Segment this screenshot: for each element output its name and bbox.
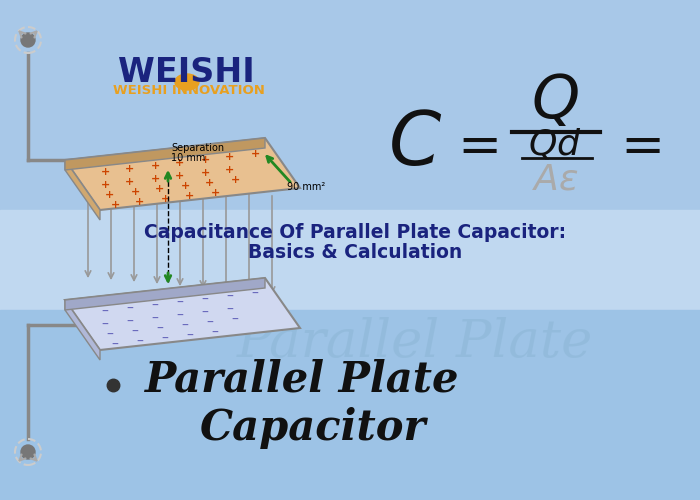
Text: –: – [157, 322, 163, 336]
Text: +: + [186, 191, 195, 201]
Polygon shape [65, 160, 100, 220]
Text: $A\epsilon$: $A\epsilon$ [531, 163, 578, 197]
Text: +: + [111, 200, 120, 210]
Text: +: + [155, 184, 164, 194]
Text: +: + [100, 180, 110, 190]
Text: +: + [225, 165, 234, 175]
Text: +: + [230, 175, 239, 185]
Text: +: + [176, 158, 185, 168]
Text: +: + [211, 188, 220, 198]
Text: 10 mm: 10 mm [171, 153, 205, 163]
Text: –: – [211, 326, 218, 340]
Text: –: – [106, 328, 113, 342]
Ellipse shape [175, 74, 199, 90]
Polygon shape [65, 278, 265, 310]
Text: +: + [125, 164, 134, 174]
Text: +: + [150, 174, 160, 184]
Text: –: – [227, 290, 233, 304]
Text: +: + [150, 161, 160, 171]
Polygon shape [65, 300, 100, 360]
Text: 90 mm²: 90 mm² [287, 182, 326, 192]
Text: Parallel Plate: Parallel Plate [237, 316, 593, 368]
Text: +: + [100, 167, 110, 177]
Text: Separation: Separation [171, 143, 224, 153]
Text: Capacitor: Capacitor [200, 407, 426, 449]
Polygon shape [65, 138, 300, 210]
Text: +: + [125, 177, 134, 187]
Text: –: – [132, 325, 139, 339]
Text: –: – [187, 329, 193, 343]
Text: $Qd$: $Qd$ [528, 126, 582, 162]
Text: –: – [232, 313, 239, 327]
Text: Capacitance Of Parallel Plate Capacitor:: Capacitance Of Parallel Plate Capacitor: [144, 222, 566, 242]
Text: –: – [127, 302, 134, 316]
Text: –: – [111, 338, 118, 352]
Text: –: – [202, 306, 209, 320]
Text: –: – [227, 303, 233, 317]
Text: –: – [136, 335, 144, 349]
Text: WEISHI: WEISHI [118, 56, 255, 88]
Polygon shape [65, 278, 300, 350]
Text: –: – [152, 312, 158, 326]
Text: +: + [200, 168, 209, 178]
Bar [0, 310, 700, 500]
Text: +: + [135, 197, 145, 207]
Text: WEISHI INNOVATION: WEISHI INNOVATION [113, 84, 265, 96]
Text: $\mathit{C}$: $\mathit{C}$ [388, 108, 442, 182]
Text: –: – [102, 305, 108, 319]
Circle shape [21, 33, 35, 47]
Circle shape [21, 445, 35, 459]
Text: $Q$: $Q$ [531, 72, 579, 132]
Text: –: – [152, 299, 158, 313]
Text: $=$: $=$ [447, 119, 498, 171]
Text: –: – [176, 296, 183, 310]
Text: +: + [205, 178, 215, 188]
Text: +: + [181, 181, 190, 191]
Polygon shape [65, 138, 265, 170]
Text: $=$: $=$ [610, 119, 661, 171]
Text: +: + [225, 152, 234, 162]
Text: +: + [176, 171, 185, 181]
Text: –: – [162, 332, 169, 346]
Text: –: – [181, 319, 188, 333]
Bar [0, 210, 700, 310]
Text: Parallel Plate: Parallel Plate [145, 359, 459, 401]
Text: Basics & Calculation: Basics & Calculation [248, 242, 462, 262]
Text: –: – [251, 287, 258, 301]
Text: –: – [176, 309, 183, 323]
Text: +: + [106, 190, 115, 200]
Text: +: + [130, 187, 139, 197]
Text: –: – [202, 293, 209, 307]
Text: –: – [102, 318, 108, 332]
Text: +: + [200, 155, 209, 165]
Text: +: + [160, 194, 169, 204]
Text: +: + [251, 149, 260, 159]
Text: –: – [206, 316, 214, 330]
Text: –: – [127, 315, 134, 329]
